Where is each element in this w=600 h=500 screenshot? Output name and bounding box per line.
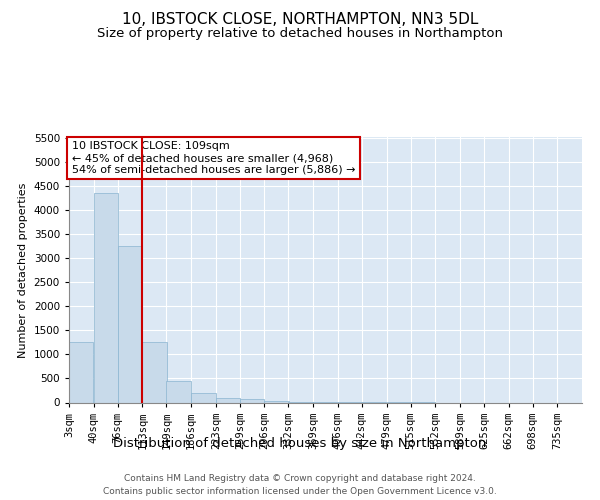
Text: 10, IBSTOCK CLOSE, NORTHAMPTON, NN3 5DL: 10, IBSTOCK CLOSE, NORTHAMPTON, NN3 5DL: [122, 12, 478, 28]
Text: Distribution of detached houses by size in Northampton: Distribution of detached houses by size …: [113, 438, 487, 450]
Text: 10 IBSTOCK CLOSE: 109sqm
← 45% of detached houses are smaller (4,968)
54% of sem: 10 IBSTOCK CLOSE: 109sqm ← 45% of detach…: [71, 142, 355, 174]
Bar: [216, 398, 240, 402]
Bar: [142, 342, 167, 402]
Text: Size of property relative to detached houses in Northampton: Size of property relative to detached ho…: [97, 28, 503, 40]
Bar: [69, 342, 94, 402]
Bar: [94, 193, 118, 402]
Y-axis label: Number of detached properties: Number of detached properties: [18, 182, 28, 358]
Text: Contains HM Land Registry data © Crown copyright and database right 2024.: Contains HM Land Registry data © Crown c…: [124, 474, 476, 483]
Bar: [240, 399, 264, 402]
Text: Contains public sector information licensed under the Open Government Licence v3: Contains public sector information licen…: [103, 488, 497, 496]
Bar: [166, 381, 191, 402]
Bar: [265, 400, 289, 402]
Bar: [191, 393, 215, 402]
Bar: [118, 246, 142, 402]
